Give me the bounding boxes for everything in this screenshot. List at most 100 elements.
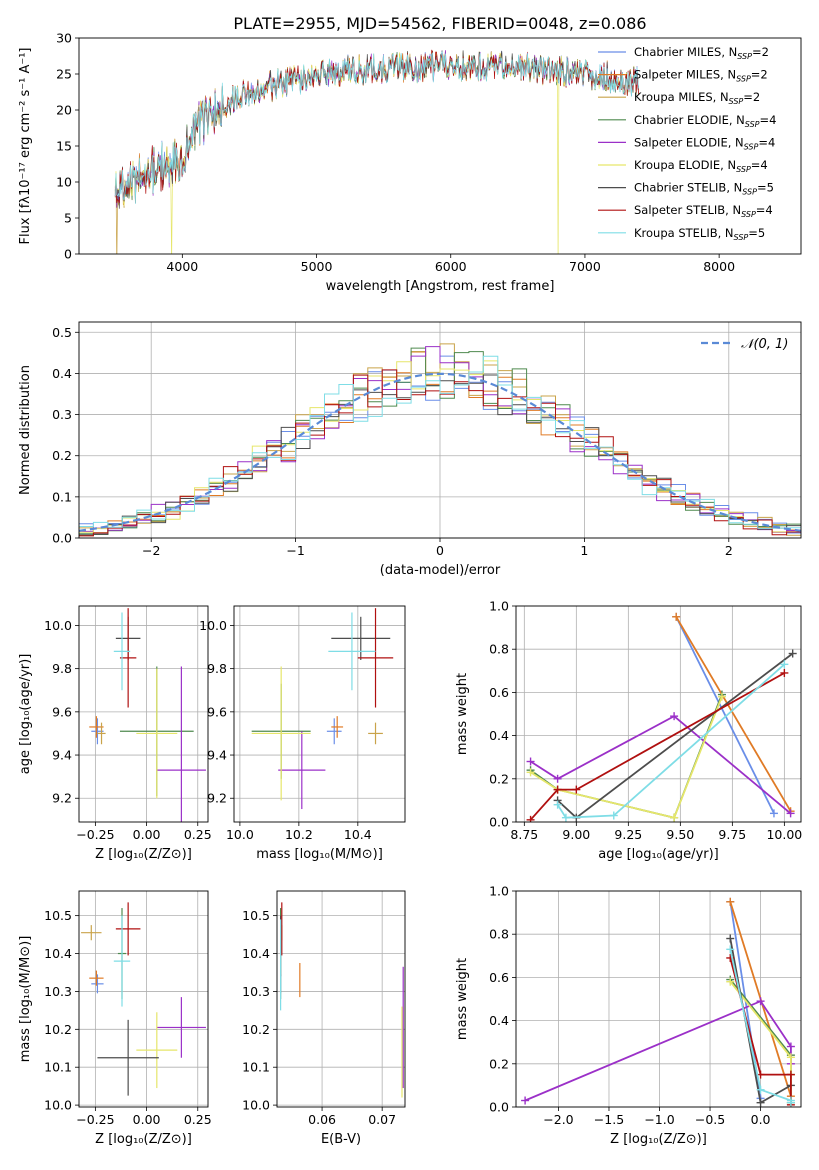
data-point	[357, 608, 394, 708]
panel-mass-vs-Z: −0.25 0.00 0.25 10.0 10.1 10.2 10.3 10.4 10.5 Z […	[18, 891, 212, 1147]
x-axis-label: age [log₁₀(age/yr)]	[598, 847, 719, 862]
data-point	[119, 608, 137, 708]
data-point	[156, 666, 206, 822]
legend-entry-subscript: SSP	[734, 233, 749, 242]
y-tick-label: 25	[56, 67, 72, 82]
weight-line-7	[529, 672, 785, 821]
x-tick-label: −0.25	[76, 1112, 114, 1127]
y-tick-label: 9.8	[207, 661, 227, 676]
plot-frame-residuals	[78, 321, 802, 539]
x-tick-label: 2	[725, 543, 733, 558]
legend-entry: Salpeter STELIB, NSSP=4	[634, 203, 773, 219]
plot-frame-age-vs-Z	[78, 605, 209, 823]
panel-spectrum: 4000 5000 6000 7000 8000 0 5 10 15 20 25 30 waveleng…	[18, 31, 735, 295]
y-tick-label: 10.2	[242, 1022, 270, 1037]
x-tick-label: −0.5	[695, 1112, 725, 1127]
y-tick-label: 10.3	[44, 984, 72, 999]
y-tick-label: 0.2	[489, 1056, 509, 1071]
legend-entry-subscript: SSP	[737, 52, 752, 61]
legend-entry-suffix: =4	[758, 135, 775, 149]
weight-marker	[756, 997, 765, 1006]
normal-reference-curve	[79, 372, 801, 532]
x-axis-label: wavelength [Angstrom, rest frame]	[326, 279, 555, 294]
legend-entry: Chabrier ELODIE, NSSP=4	[634, 113, 776, 129]
data-point	[97, 1019, 159, 1096]
weight-marker	[756, 1085, 765, 1094]
weight-marker	[717, 692, 726, 701]
y-tick-label: 0.2	[489, 771, 509, 786]
plot-frame-age-vs-mass	[233, 605, 406, 823]
y-axis-label: Flux [fλ10⁻¹⁷ erg cm⁻² s⁻¹ A⁻¹]	[18, 48, 33, 245]
x-tick-label: 0.25	[184, 827, 212, 842]
legend-entry-suffix: =4	[756, 203, 773, 217]
weight-marker	[786, 1053, 795, 1062]
legend-entry-suffix: =5	[757, 181, 774, 195]
errorbars-mass-vs-Z	[81, 902, 206, 1096]
weight-marker	[726, 945, 735, 954]
legend-entry: Salpeter ELODIE, NSSP=4	[634, 135, 775, 151]
data-point	[251, 666, 311, 801]
y-tick-label: 10.4	[242, 946, 270, 961]
x-tick-label: 4000	[166, 259, 198, 274]
legend-entry-suffix: =4	[760, 113, 777, 127]
x-tick-label: 9.75	[718, 827, 746, 842]
weight-marker	[788, 649, 797, 658]
plot-frame-spectrum	[78, 37, 802, 255]
weight-marker	[553, 774, 562, 783]
y-tick-label: 1.0	[489, 884, 509, 899]
y-tick-label: 20	[56, 103, 72, 118]
y-tick-label: 10.1	[44, 1060, 72, 1075]
weight-line-1	[675, 616, 792, 812]
weight-marker	[553, 785, 562, 794]
legend-entry-suffix: =4	[751, 158, 768, 172]
plot-frame-mass-vs-EBV	[276, 890, 406, 1108]
y-tick-label: 9.4	[52, 748, 72, 763]
data-point	[113, 915, 131, 1007]
legend-entry: Chabrier STELIB, NSSP=5	[634, 181, 774, 197]
spectrum-line-8	[114, 51, 639, 204]
legend-entry-label: Kroupa MILES, N	[634, 90, 729, 104]
x-tick-label: 7000	[569, 259, 601, 274]
legend-entry-label: Salpeter MILES, N	[634, 68, 736, 82]
x-tick-label: 10.4	[344, 827, 372, 842]
weight-marker	[526, 757, 535, 766]
legend-entry: 𝒩(0, 1)	[741, 337, 788, 352]
y-tick-label: 0.8	[489, 642, 509, 657]
y-axis-label: mass weight	[455, 958, 470, 1040]
data-point	[331, 716, 344, 738]
data-point	[331, 616, 391, 660]
weight-marker	[726, 977, 735, 986]
data-point	[326, 718, 342, 745]
legend-entry: Salpeter MILES, NSSP=2	[634, 68, 768, 84]
x-tick-label: 9.00	[562, 827, 590, 842]
x-tick-label: −1	[286, 543, 304, 558]
x-tick-label: 8000	[703, 259, 735, 274]
y-tick-label: 9.4	[207, 748, 227, 763]
x-tick-label: 10.00	[766, 827, 802, 842]
weight-line-5	[530, 696, 723, 819]
weight-marker	[786, 1042, 795, 1051]
legend-entry: Kroupa MILES, NSSP=2	[634, 90, 760, 106]
y-tick-label: 0.4	[52, 366, 72, 381]
legend-entry-suffix: =2	[743, 90, 760, 104]
y-tick-label: 0.8	[489, 927, 509, 942]
x-tick-label: −0.25	[76, 827, 114, 842]
weight-marker	[780, 660, 789, 669]
y-tick-label: 0.5	[52, 325, 72, 340]
weight-marker	[670, 813, 679, 822]
weight-marker	[726, 897, 735, 906]
weight-lines-weight-vs-age	[526, 612, 797, 822]
legend-entry-subscript: SSP	[741, 210, 756, 219]
weight-lines-weight-vs-Z	[521, 897, 795, 1107]
y-tick-label: 9.6	[207, 704, 227, 719]
x-tick-label: 1	[580, 543, 588, 558]
x-axis-label: Z [log₁₀(Z/Z⊙)]	[95, 847, 192, 862]
panel-mass-vs-EBV: 0.06 0.07 10.0 10.1 10.2 10.3 10.4 10.5 E(B-V)	[242, 891, 405, 1147]
weight-marker	[561, 813, 570, 822]
x-tick-label: 0.07	[368, 1112, 396, 1127]
y-axis-label: mass [log₁₀(M/M⊙)]	[18, 936, 33, 1063]
data-point	[91, 974, 104, 994]
x-tick-label: −2.0	[543, 1112, 573, 1127]
